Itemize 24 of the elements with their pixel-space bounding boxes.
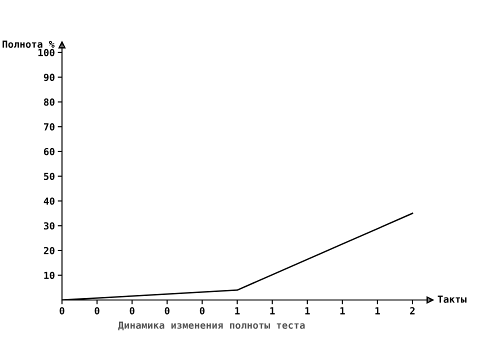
x-tick-label: 1 — [270, 307, 275, 314]
x-tick-label: 1 — [340, 307, 345, 314]
text: Динамика изменения полноты теста — [118, 322, 305, 330]
x-tick-label: 0 — [164, 307, 170, 314]
y-tick-label: 100 — [38, 48, 54, 56]
x-tick-label: 2 — [410, 307, 415, 314]
y-tick-label: 80 — [44, 98, 54, 106]
x-tick-label: 1 — [375, 307, 380, 314]
x-tick-label: 0 — [130, 307, 134, 314]
y-tick-label: 40 — [44, 197, 54, 205]
y-axis-title: Полнота % — [2, 40, 55, 48]
y-tick-label: 90 — [44, 74, 54, 82]
y-tick-label: 10 — [44, 272, 54, 280]
x-tick-label: 0 — [94, 307, 100, 314]
y-tick-label: 20 — [44, 246, 54, 254]
x-tick-label: 0 — [200, 307, 205, 314]
y-tick-label: 60 — [44, 148, 54, 156]
x-tick-label: 0 — [60, 307, 64, 314]
y-tick-label: 30 — [44, 222, 54, 230]
x-tick-label: 1 — [305, 307, 310, 314]
x-axis-title: Такты — [438, 296, 466, 303]
x-tick-label: 1 — [235, 307, 240, 314]
y-tick-label: 50 — [44, 172, 54, 180]
y-tick-label: 70 — [44, 123, 54, 131]
